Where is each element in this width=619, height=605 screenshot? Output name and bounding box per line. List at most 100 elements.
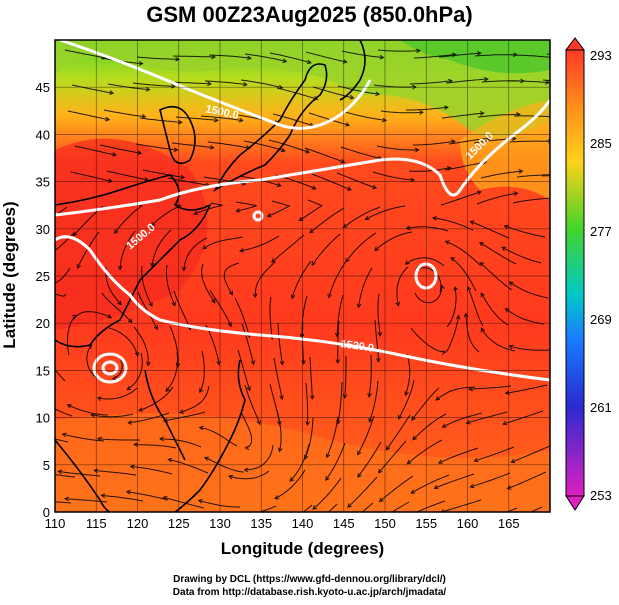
colorbar-tick-label: 285 (590, 136, 612, 151)
streamline-arrowhead (138, 407, 144, 412)
streamline (504, 225, 546, 238)
streamline-arrowhead (312, 505, 317, 510)
streamline (199, 427, 238, 447)
colorbar-top-arrow (565, 37, 585, 51)
streamline (541, 175, 550, 177)
streamline (55, 501, 72, 504)
streamline-arrowhead (551, 196, 555, 200)
y-axis-label: Latitude (degrees) (0, 201, 19, 349)
coastlines (55, 40, 366, 512)
streamline-arrowhead (450, 257, 456, 262)
streamline (357, 415, 375, 455)
streamline (445, 240, 481, 266)
streamline (269, 296, 273, 339)
streamline-arrowhead (414, 147, 420, 153)
small-contour (252, 210, 264, 222)
streamline-arrowhead (41, 255, 45, 259)
streamline-arrowhead (486, 136, 492, 141)
streamline-arrowhead (34, 470, 38, 474)
streamline-arrowhead (127, 318, 133, 324)
streamline (480, 327, 516, 352)
streamline-arrowhead (279, 395, 284, 401)
streamline (244, 53, 287, 62)
streamline (411, 387, 440, 421)
streamline (469, 385, 512, 390)
hot-region (55, 138, 208, 330)
streamline-arrowhead (502, 420, 508, 426)
streamline (136, 56, 179, 60)
streamline (108, 327, 139, 357)
streamline-arrowhead (282, 58, 288, 63)
streamline (410, 474, 450, 494)
streamline (311, 233, 341, 266)
streamline-arrowhead (244, 445, 250, 451)
streamline (480, 292, 509, 326)
streamline-arrowhead (227, 322, 232, 328)
streamline-arrowhead (372, 184, 378, 190)
streamline-arrowhead (587, 199, 591, 203)
y-tick-label: 30 (36, 222, 50, 237)
streamline (207, 141, 250, 149)
streamline-arrowhead (61, 432, 67, 438)
streamline-arrowhead (278, 447, 283, 453)
streamline-arrowhead (435, 396, 441, 401)
streamline (163, 411, 206, 422)
streamline (372, 171, 415, 181)
colorbar-tick-label: 261 (590, 400, 612, 415)
streamline-arrowhead (311, 261, 316, 267)
streamline (377, 293, 381, 336)
streamline (476, 192, 518, 205)
streamline (228, 470, 270, 480)
streamline-arrowhead (148, 302, 153, 308)
streamline-arrowhead (364, 215, 370, 221)
streamline (328, 259, 348, 298)
x-tick-label: 130 (209, 516, 231, 531)
streamline (202, 236, 244, 250)
streamline-arrowhead (242, 81, 248, 87)
streamline (276, 409, 282, 452)
streamline (470, 221, 510, 239)
streamline (410, 327, 445, 353)
streamline (305, 51, 347, 63)
streamline (511, 445, 550, 463)
streamline-arrowhead (214, 117, 219, 123)
streamline-arrowhead (469, 483, 475, 489)
streamline-arrowhead (145, 86, 151, 92)
streamline (308, 112, 350, 126)
streamline (376, 145, 419, 151)
streamline-arrowhead (433, 484, 439, 490)
streamline (309, 207, 345, 234)
streamline (274, 469, 306, 500)
streamline-arrowhead (410, 177, 416, 183)
streamline-arrowhead (228, 290, 233, 296)
streamline-arrowhead (513, 191, 519, 196)
streamline (442, 315, 460, 354)
streamline (209, 289, 232, 327)
streamline (126, 491, 169, 501)
streamline (398, 379, 415, 420)
streamline-arrowhead (26, 285, 30, 289)
streamline-arrowhead (511, 136, 517, 142)
x-tick-label: 165 (498, 516, 520, 531)
streamline (205, 324, 220, 365)
streamline-arrowhead (480, 292, 485, 298)
japan-coast (213, 63, 328, 193)
streamline (172, 55, 216, 58)
streamline (465, 313, 480, 353)
streamline (133, 326, 149, 366)
streamline-arrowhead (327, 293, 332, 299)
streamline-arrowhead (552, 115, 556, 119)
streamline (415, 500, 446, 512)
streamline-arrowhead (238, 248, 244, 253)
streamline (391, 501, 410, 512)
streamline-arrowhead (31, 225, 35, 229)
streamline-arrowhead (406, 459, 412, 465)
kuril-coast (339, 40, 366, 101)
streamline (97, 387, 138, 400)
streamline (325, 442, 346, 481)
streamline (337, 85, 380, 95)
streamline-arrowhead (125, 489, 131, 495)
streamline (358, 267, 373, 308)
indochina-coast (55, 439, 111, 512)
streamline-arrowhead (256, 420, 261, 426)
